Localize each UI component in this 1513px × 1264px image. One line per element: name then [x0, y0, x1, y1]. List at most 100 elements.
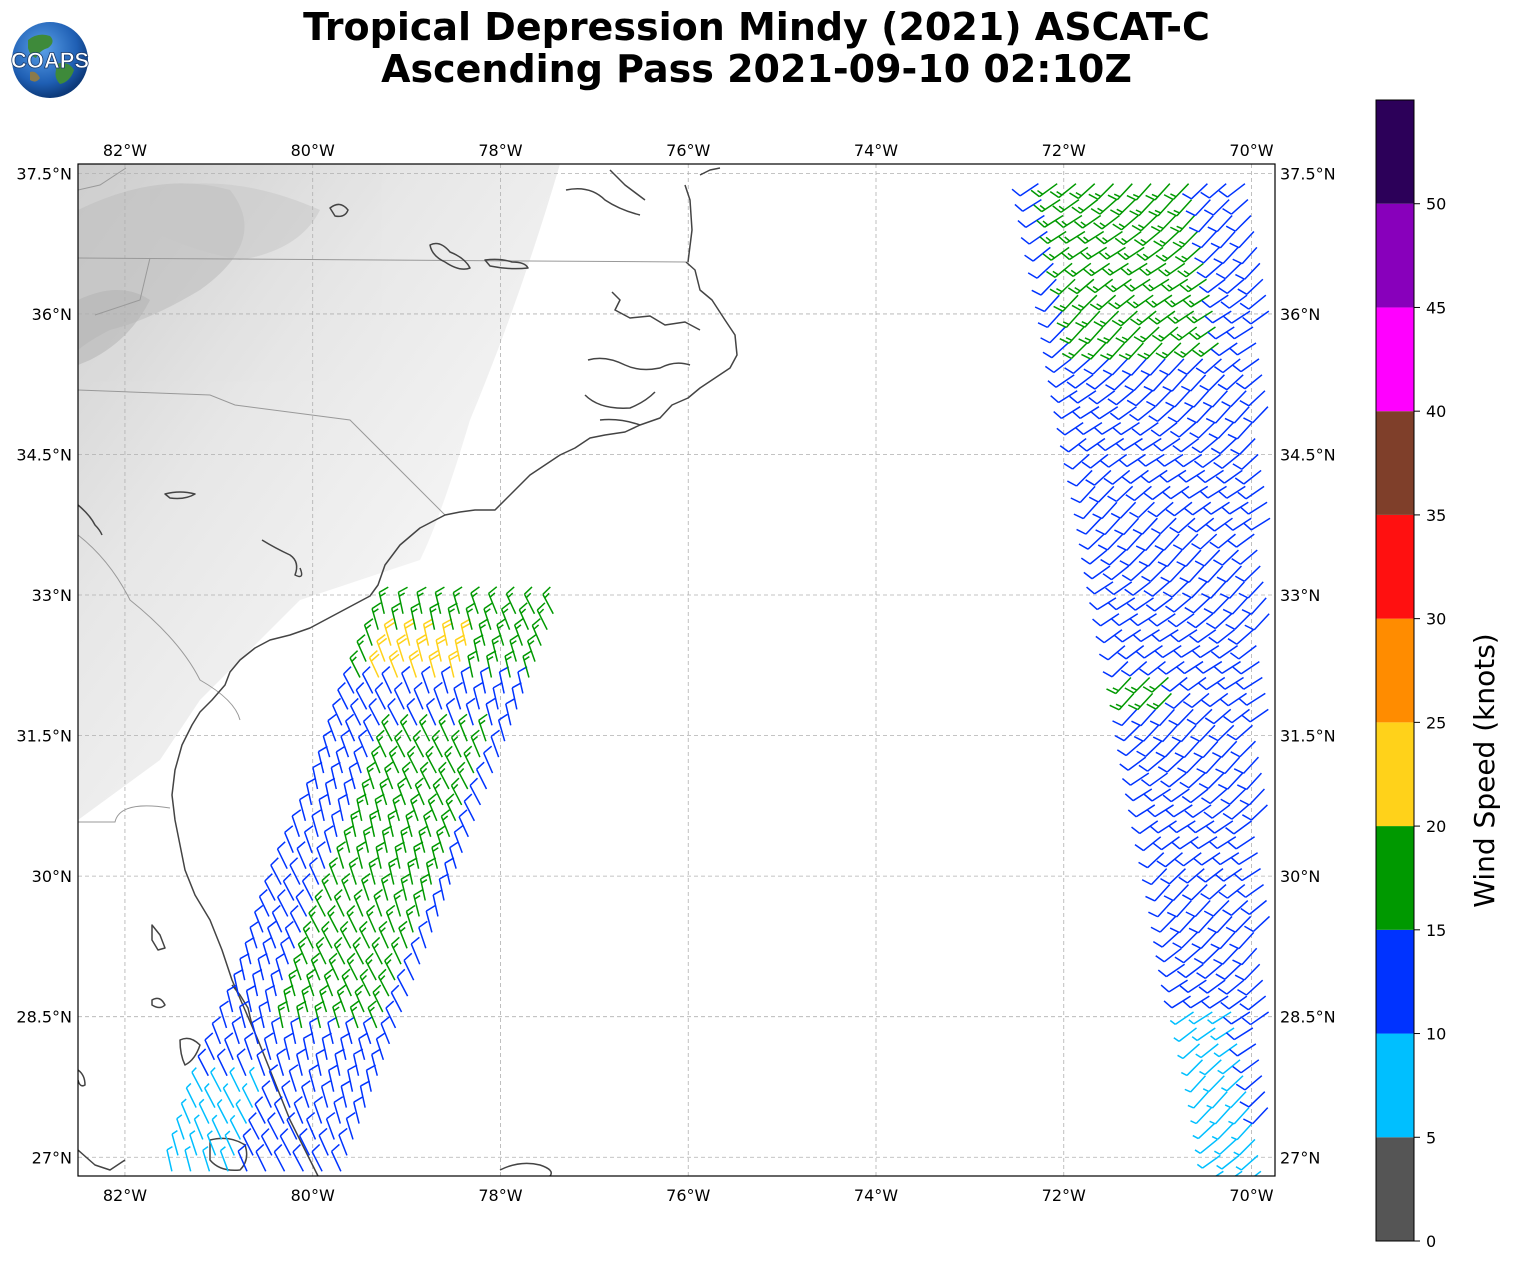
wind-barb [1165, 390, 1191, 408]
wind-barb [1160, 772, 1187, 788]
wind-barb [403, 952, 415, 981]
wind-barb [1115, 437, 1143, 451]
colorbar-tick-label: 30 [1426, 610, 1446, 629]
wind-barb [1160, 278, 1189, 292]
wind-barb [1064, 262, 1092, 277]
wind-barb [349, 650, 361, 678]
wind-barb [1187, 517, 1215, 533]
wind-barb [1117, 246, 1145, 261]
wind-barb [1059, 326, 1085, 344]
wind-barb [311, 809, 322, 837]
wind-barb [1100, 453, 1128, 468]
wind-barb [1194, 660, 1223, 674]
wind-barb [1127, 804, 1156, 818]
wind-barb [1112, 708, 1138, 727]
wind-barb [388, 649, 400, 678]
wind-barb [1093, 310, 1120, 328]
wind-barb [358, 1032, 369, 1061]
wind-barb [1143, 581, 1170, 597]
wind-barb [1221, 1075, 1244, 1092]
wind-barb [410, 602, 421, 630]
wind-barb [1174, 852, 1202, 867]
wind-barb [371, 936, 383, 965]
wind-barb [238, 1000, 249, 1029]
wind-barb [166, 1145, 173, 1172]
colorbar-tick-label: 0 [1426, 1232, 1436, 1251]
wind-barb [413, 681, 424, 710]
wind-barb [1229, 645, 1257, 660]
wind-barb [284, 920, 296, 949]
wind-barb [341, 968, 352, 997]
wind-barb [1141, 565, 1167, 583]
wind-barb [1162, 788, 1190, 803]
wind-barb [345, 1111, 356, 1140]
wind-barb [1024, 246, 1051, 262]
wind-barb [315, 936, 327, 965]
wind-barb [1225, 915, 1252, 933]
wind-barb [333, 936, 346, 965]
wind-barb [277, 1000, 288, 1029]
wind-barb [1155, 947, 1183, 963]
wind-barb [1213, 549, 1239, 566]
wind-barb [206, 1130, 217, 1156]
wind-barb [1042, 246, 1070, 261]
wind-barb [211, 1114, 223, 1140]
wind-barb [1177, 469, 1206, 483]
wind-barb [1181, 788, 1209, 804]
wind-barb [1173, 645, 1201, 658]
wind-barb [1070, 485, 1096, 504]
wind-barb [1157, 756, 1184, 773]
wind-barb [1148, 406, 1175, 422]
wind-barb [1191, 645, 1220, 659]
wind-barb [1079, 246, 1108, 260]
wind-barb [1046, 262, 1073, 278]
wind-barb [531, 618, 542, 646]
wind-barb [1229, 342, 1257, 356]
wind-barb [1161, 676, 1188, 692]
wind-barb [1157, 660, 1185, 675]
wind-barb [428, 650, 440, 678]
wind-barb [1234, 963, 1261, 981]
wind-barb [1042, 342, 1069, 359]
wind-barb [1054, 214, 1083, 229]
wind-barb [255, 1143, 267, 1172]
wind-barb [260, 1128, 273, 1156]
wind-barb [308, 857, 320, 885]
wind-barb [281, 1080, 291, 1108]
wind-barb [401, 761, 413, 790]
wind-barb [296, 841, 307, 869]
colorbar-tick-label: 5 [1426, 1128, 1436, 1147]
wind-barb [383, 618, 395, 646]
wind-barb [1193, 740, 1219, 759]
wind-barb [267, 920, 277, 949]
colorbar-bin [1376, 1137, 1414, 1241]
wind-barb [1232, 358, 1260, 373]
wind-barb [1049, 278, 1076, 296]
wind-barb [1173, 342, 1201, 358]
colorbar-tick-label: 50 [1426, 195, 1446, 214]
wind-barb [273, 1143, 286, 1172]
wind-barb [1208, 724, 1235, 742]
wind-barb [475, 761, 488, 790]
wind-barb [1227, 533, 1255, 548]
wind-barb [340, 729, 350, 758]
wind-barb [176, 1114, 185, 1140]
wind-barb [385, 1000, 397, 1029]
wind-barb [1186, 708, 1213, 726]
wind-barb [383, 761, 394, 790]
wind-barb [1133, 724, 1160, 742]
wind-barb [1226, 724, 1253, 741]
wind-barb [1098, 645, 1126, 661]
wind-barb [1184, 597, 1211, 614]
wind-barb [1090, 406, 1119, 420]
wind-barb [1241, 597, 1267, 615]
wind-barb [1145, 597, 1173, 612]
wind-barb [327, 1064, 339, 1092]
wind-barb [1253, 1170, 1262, 1176]
wind-barb [1177, 262, 1204, 278]
wind-barb [1059, 437, 1087, 453]
wind-barb [379, 777, 390, 806]
wind-barb [1153, 437, 1181, 452]
wind-barb [1198, 979, 1226, 994]
wind-barb [243, 1032, 254, 1061]
